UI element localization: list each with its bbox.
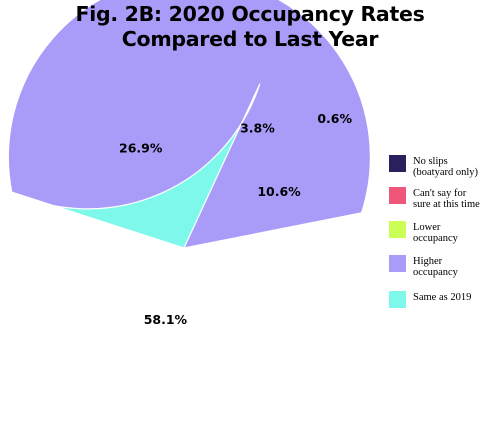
pie-slice-5 [11,83,261,249]
legend-swatch [389,255,406,272]
legend-label-line: Can't say for [413,188,467,199]
legend-label-line: No slips [413,156,448,167]
pie-slice-4 [7,0,371,249]
legend-label-line: Higher [413,256,443,267]
slice-value-label-1: 3.8% [240,120,275,135]
legend-label-line: Same as 2019 [413,292,472,303]
legend-label: Higher occupancy [413,256,500,278]
slice-value-label-5: 26.9% [119,141,163,156]
legend-label-line: (boatyard only) [413,167,479,178]
legend-label: Lower occupancy [413,222,500,244]
legend-label-line: occupancy [413,233,458,244]
legend-swatch [389,221,406,238]
legend-label: Can't say for sure at this time [413,188,500,210]
legend-label-line: occupancy [413,267,458,278]
legend-swatch [389,187,406,204]
legend-label: Same as 2019 [413,292,500,303]
legend-label: No slips (boatyard only) [413,156,500,178]
chart-title-line-1: Fig. 2B: 2020 Occupancy Rates [75,2,425,26]
slice-value-label-2: 0.6% [317,111,352,126]
legend-label-line: sure at this time [413,199,480,210]
chart-title: Fig. 2B: 2020 Occupancy Rates Compared t… [0,2,500,52]
slice-value-label-4: 58.1% [144,312,188,327]
legend-swatch [389,291,406,308]
legend-label-line: Lower [413,222,441,233]
slice-value-label-3: 10.6% [257,184,301,199]
chart-title-line-2: Compared to Last Year [121,27,379,51]
legend-swatch [389,155,406,172]
